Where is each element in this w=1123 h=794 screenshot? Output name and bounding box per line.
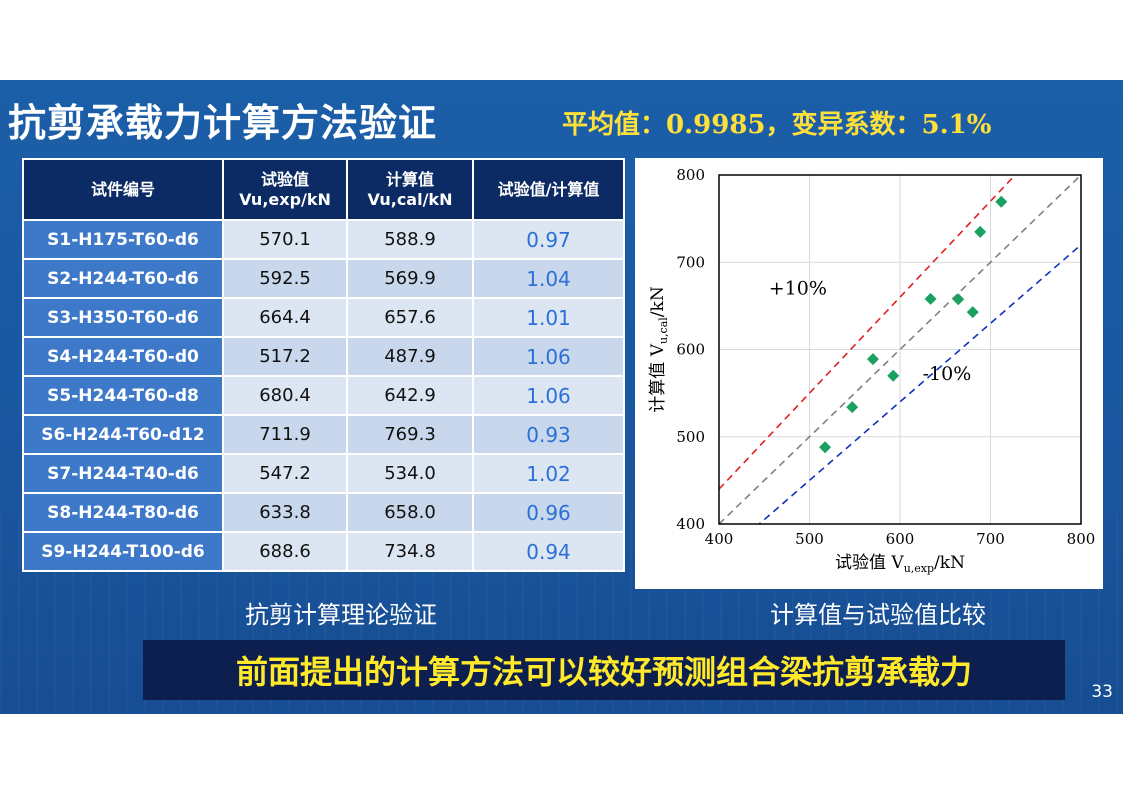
exp-value-cell: 664.4 bbox=[222, 297, 348, 338]
specimen-id-cell: S1-H175-T60-d6 bbox=[22, 219, 224, 260]
results-table: 试件编号 试验值 Vu,exp/kN 计算值 Vu,cal/kN 试验值/计算值… bbox=[22, 158, 625, 572]
cal-value-cell: 642.9 bbox=[346, 375, 474, 416]
header-cal-unit: Vu,cal/kN bbox=[367, 189, 453, 209]
y-axis-label: 计算值 Vu,cal/kN bbox=[648, 286, 670, 413]
cal-value-cell: 487.9 bbox=[346, 336, 474, 377]
exp-value-cell: 547.2 bbox=[222, 453, 348, 494]
table-row: S8-H244-T80-d6 633.8 658.0 0.96 bbox=[22, 492, 625, 533]
table-row: S3-H350-T60-d6 664.4 657.6 1.01 bbox=[22, 297, 625, 338]
specimen-id-cell: S8-H244-T80-d6 bbox=[22, 492, 224, 533]
summary-statistics: 平均值：0.9985，变异系数：5.1% bbox=[562, 110, 992, 140]
exp-value-cell: 711.9 bbox=[222, 414, 348, 455]
reference-line bbox=[758, 244, 1081, 524]
ratio-cell: 0.94 bbox=[472, 531, 625, 572]
ratio-cell: 0.96 bbox=[472, 492, 625, 533]
chart-caption: 计算值与试验值比较 bbox=[770, 601, 986, 629]
table-header-row: 试件编号 试验值 Vu,exp/kN 计算值 Vu,cal/kN 试验值/计算值 bbox=[22, 158, 625, 221]
exp-value-cell: 592.5 bbox=[222, 258, 348, 299]
table-row: S2-H244-T60-d6 592.5 569.9 1.04 bbox=[22, 258, 625, 299]
reference-line bbox=[719, 175, 1017, 490]
exp-value-cell: 570.1 bbox=[222, 219, 348, 260]
cal-value-cell: 658.0 bbox=[346, 492, 474, 533]
y-tick-label: 700 bbox=[676, 253, 705, 271]
table-row: S6-H244-T60-d12 711.9 769.3 0.93 bbox=[22, 414, 625, 455]
ratio-annotation: +10% bbox=[769, 278, 827, 300]
data-point bbox=[866, 353, 879, 366]
table-row: S9-H244-T100-d6 688.6 734.8 0.94 bbox=[22, 531, 625, 572]
x-tick-label: 400 bbox=[705, 530, 734, 548]
data-point bbox=[924, 292, 937, 305]
table-row: S5-H244-T60-d8 680.4 642.9 1.06 bbox=[22, 375, 625, 416]
y-tick-label: 500 bbox=[676, 428, 705, 446]
specimen-id-cell: S4-H244-T60-d0 bbox=[22, 336, 224, 377]
table-row: S7-H244-T40-d6 547.2 534.0 1.02 bbox=[22, 453, 625, 494]
cal-value-cell: 734.8 bbox=[346, 531, 474, 572]
header-exp-value: 试验值 Vu,exp/kN bbox=[222, 158, 348, 221]
page-number: 33 bbox=[1091, 682, 1113, 702]
header-specimen-id: 试件编号 bbox=[22, 158, 224, 221]
cal-value-cell: 657.6 bbox=[346, 297, 474, 338]
table-row: S4-H244-T60-d0 517.2 487.9 1.06 bbox=[22, 336, 625, 377]
cal-value-cell: 569.9 bbox=[346, 258, 474, 299]
table-row: S1-H175-T60-d6 570.1 588.9 0.97 bbox=[22, 219, 625, 260]
ratio-annotation: -10% bbox=[923, 363, 972, 385]
y-tick-label: 400 bbox=[676, 515, 705, 533]
scatter-chart: 400 500 600 700 800 400 500 600 700 800 +10% -10% 试验… bbox=[648, 166, 1096, 575]
specimen-id-cell: S5-H244-T60-d8 bbox=[22, 375, 224, 416]
ratio-cell: 1.01 bbox=[472, 297, 625, 338]
y-tick-label: 800 bbox=[676, 166, 705, 184]
x-tick-label: 500 bbox=[795, 530, 824, 548]
cal-value-cell: 534.0 bbox=[346, 453, 474, 494]
ratio-cell: 1.06 bbox=[472, 336, 625, 377]
x-tick-label: 600 bbox=[886, 530, 915, 548]
exp-value-cell: 680.4 bbox=[222, 375, 348, 416]
x-tick-label: 800 bbox=[1067, 530, 1096, 548]
scatter-chart-panel: 400 500 600 700 800 400 500 600 700 800 +10% -10% 试验… bbox=[635, 158, 1103, 589]
conclusion-banner: 前面提出的计算方法可以较好预测组合梁抗剪承载力 bbox=[143, 640, 1065, 700]
data-point bbox=[974, 225, 987, 238]
cal-value-cell: 769.3 bbox=[346, 414, 474, 455]
ratio-cell: 1.04 bbox=[472, 258, 625, 299]
exp-value-cell: 688.6 bbox=[222, 531, 348, 572]
y-tick-label: 600 bbox=[676, 341, 705, 359]
specimen-id-cell: S9-H244-T100-d6 bbox=[22, 531, 224, 572]
ratio-cell: 1.06 bbox=[472, 375, 625, 416]
header-cal-label: 计算值 bbox=[385, 169, 434, 189]
data-point bbox=[966, 306, 979, 319]
data-point bbox=[952, 293, 965, 306]
cal-value-cell: 588.9 bbox=[346, 219, 474, 260]
slide-title: 抗剪承载力计算方法验证 bbox=[8, 101, 438, 145]
specimen-id-cell: S7-H244-T40-d6 bbox=[22, 453, 224, 494]
exp-value-cell: 633.8 bbox=[222, 492, 348, 533]
data-point bbox=[846, 401, 859, 414]
ratio-cell: 0.93 bbox=[472, 414, 625, 455]
header-ratio: 试验值/计算值 bbox=[472, 158, 625, 221]
header-cal-value: 计算值 Vu,cal/kN bbox=[346, 158, 474, 221]
header-exp-label: 试验值 bbox=[260, 169, 309, 189]
specimen-id-cell: S2-H244-T60-d6 bbox=[22, 258, 224, 299]
x-tick-label: 700 bbox=[976, 530, 1005, 548]
data-point bbox=[995, 195, 1008, 208]
slide-background: 抗剪承载力计算方法验证 平均值：0.9985，变异系数：5.1% 试件编号 试验… bbox=[0, 80, 1123, 714]
x-axis-label: 试验值 Vu,exp/kN bbox=[835, 553, 965, 575]
data-point bbox=[819, 441, 832, 454]
ratio-cell: 1.02 bbox=[472, 453, 625, 494]
exp-value-cell: 517.2 bbox=[222, 336, 348, 377]
ratio-cell: 0.97 bbox=[472, 219, 625, 260]
specimen-id-cell: S3-H350-T60-d6 bbox=[22, 297, 224, 338]
specimen-id-cell: S6-H244-T60-d12 bbox=[22, 414, 224, 455]
table-caption: 抗剪计算理论验证 bbox=[245, 601, 437, 629]
data-point bbox=[887, 369, 900, 382]
plot-frame bbox=[718, 174, 1082, 525]
header-exp-unit: Vu,exp/kN bbox=[239, 189, 331, 209]
